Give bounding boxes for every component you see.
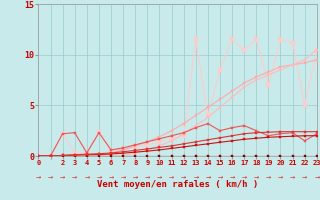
X-axis label: Vent moyen/en rafales ( km/h ): Vent moyen/en rafales ( km/h ) xyxy=(97,180,258,189)
